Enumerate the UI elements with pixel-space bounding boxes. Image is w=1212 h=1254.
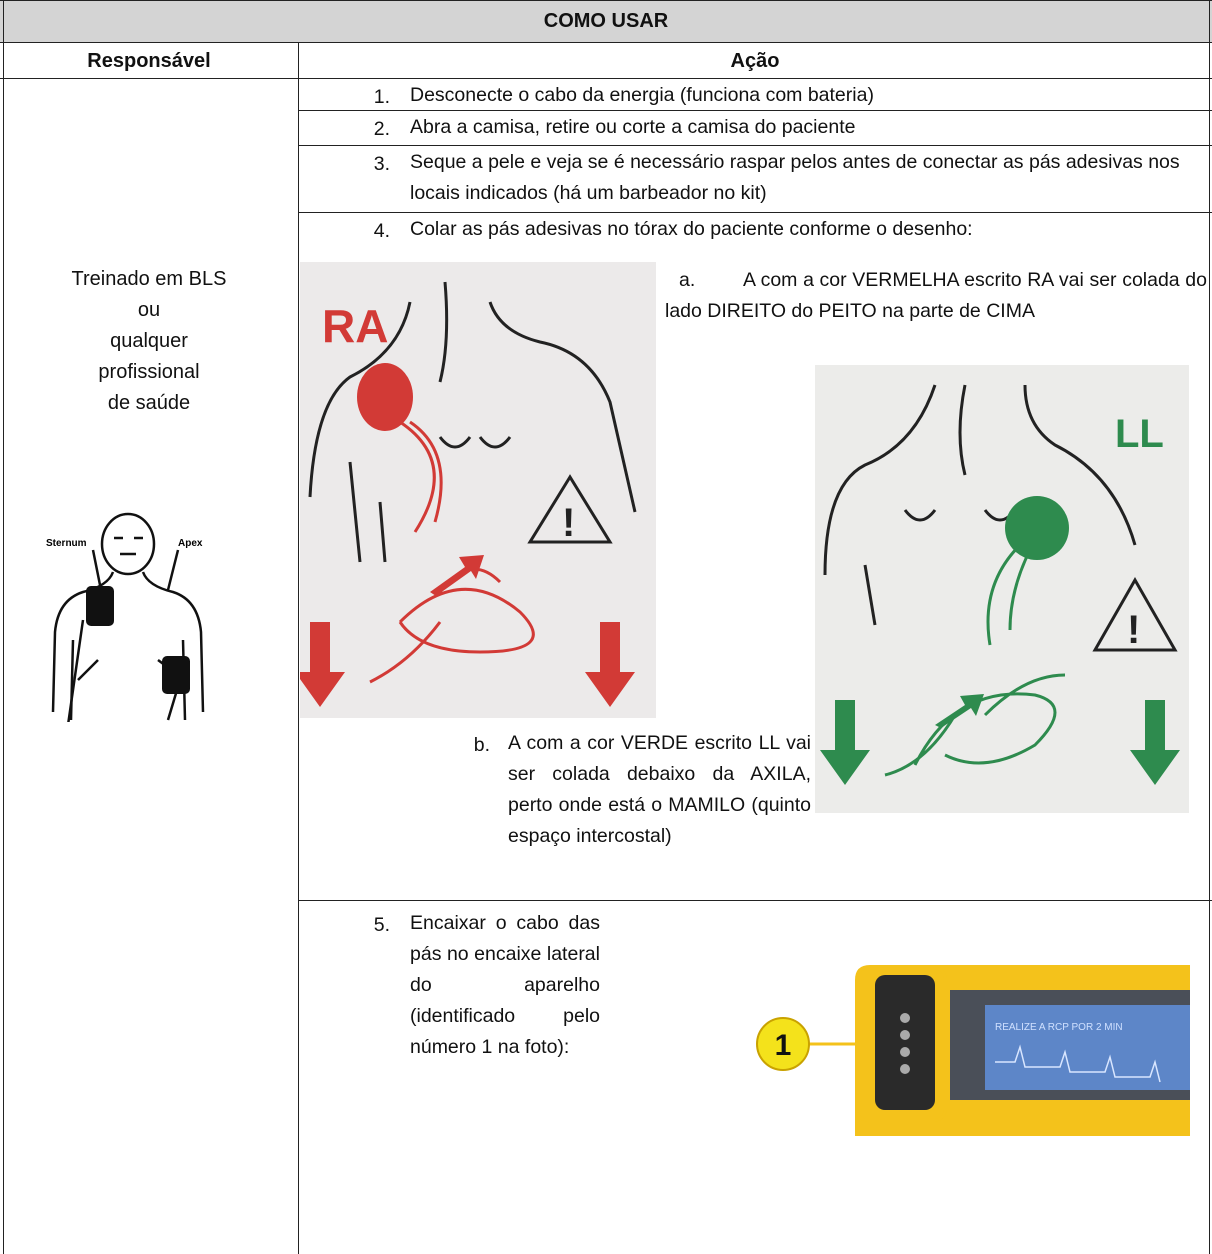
rule bbox=[298, 212, 1212, 213]
step-text: Seque a pele e veja se é necessário rasp… bbox=[410, 151, 1180, 204]
rule bbox=[298, 110, 1212, 111]
step-text: Encaixar o cabo das pás no encaixe later… bbox=[410, 912, 600, 1058]
rule bbox=[0, 42, 1212, 43]
rule bbox=[298, 900, 1212, 901]
rule bbox=[0, 78, 1212, 79]
rule bbox=[298, 42, 299, 1254]
figure-label: Sternum bbox=[46, 538, 87, 549]
callout-number: 1 bbox=[775, 1029, 792, 1062]
step-text: Abra a camisa, retire ou corte a camisa … bbox=[410, 116, 856, 138]
substep-text: A com a cor VERDE escrito LL vai ser col… bbox=[508, 732, 811, 847]
substep-text: A com a cor VERMELHA escrito RA vai ser … bbox=[665, 269, 1207, 322]
responsible-line: de saúde bbox=[107, 392, 191, 414]
rule bbox=[0, 0, 1212, 1]
responsible-line: Treinado em BLS bbox=[71, 268, 227, 290]
step-text: Desconecte o cabo da energia (funciona c… bbox=[410, 84, 874, 106]
rule bbox=[1209, 0, 1210, 1254]
substep: a. A com a cor VERMELHA escrito RA vai se… bbox=[665, 265, 1207, 327]
device-screen-text: REALIZE A RCP POR 2 MIN bbox=[995, 1022, 1123, 1033]
figure-label: RA bbox=[322, 300, 388, 352]
body-figure: Sternum Apex bbox=[28, 510, 233, 722]
column-header: Ação bbox=[730, 50, 780, 72]
step-number: 2. bbox=[373, 118, 390, 140]
step-number: 3. bbox=[373, 153, 390, 175]
responsible-line: qualquer bbox=[110, 330, 188, 352]
table-title: COMO USAR bbox=[543, 10, 669, 32]
icon: ! bbox=[1127, 608, 1140, 652]
pad-ra-figure: RA ! bbox=[300, 262, 656, 718]
rule bbox=[298, 145, 1212, 146]
figure-label: Apex bbox=[178, 538, 203, 549]
header-band bbox=[0, 0, 1212, 42]
step-number: 5. bbox=[373, 914, 390, 936]
responsible-line: profissional bbox=[98, 361, 200, 383]
substep-marker: b. bbox=[473, 734, 490, 756]
responsible-line: ou bbox=[137, 299, 161, 321]
pad-ll-figure: LL ! bbox=[815, 365, 1189, 813]
step-text: Colar as pás adesivas no tórax do pacien… bbox=[410, 218, 973, 240]
column-header: Responsável bbox=[87, 50, 211, 72]
device-figure: REALIZE A RCP POR 2 MIN 1 bbox=[725, 940, 1190, 1136]
rule bbox=[3, 0, 4, 1254]
substep-marker: a. bbox=[679, 269, 696, 291]
step-number: 1. bbox=[373, 86, 390, 108]
icon: ! bbox=[562, 501, 575, 545]
figure-label: LL bbox=[1115, 412, 1164, 456]
step-number: 4. bbox=[373, 220, 390, 242]
responsible: Treinado em BLS ou qualquer profissional… bbox=[0, 264, 298, 419]
